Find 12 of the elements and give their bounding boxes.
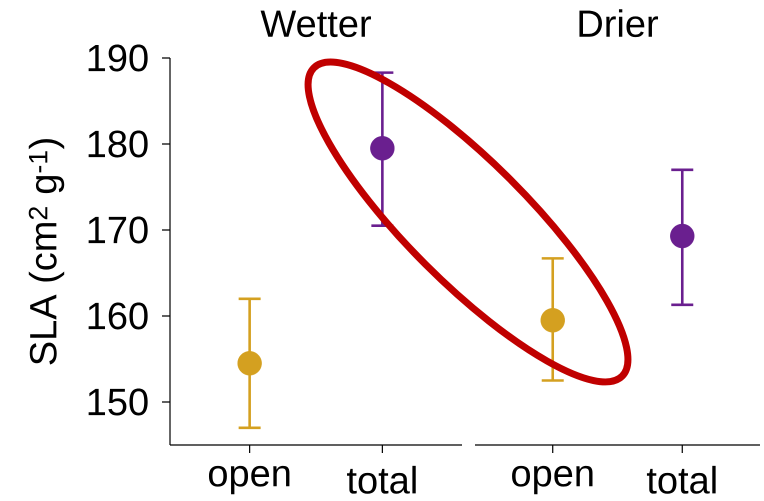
y-tick-label: 190 (88, 44, 148, 72)
x-tick-label: open (512, 466, 593, 494)
chart-title: Wetter (260, 10, 371, 38)
x-tick-label: open (208, 466, 290, 494)
y-tick-label: 160 (88, 302, 148, 330)
chart-title: Drier (579, 9, 658, 38)
y-tick-label: 170 (88, 216, 148, 244)
y-tick-label: 150 (88, 388, 148, 416)
y-tick-label: 180 (88, 130, 148, 158)
x-tick-label: total (347, 466, 416, 494)
x-tick-label: total (646, 466, 716, 494)
y-axis-title: SLA (cm$^{2}$ g$^{-1}$) (28, 139, 64, 365)
